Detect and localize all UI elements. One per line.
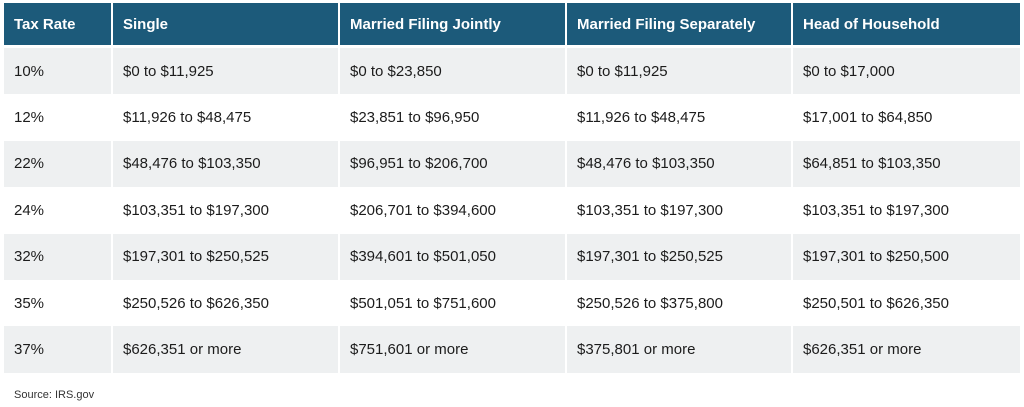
tax-rate-cell: 22% bbox=[4, 140, 111, 188]
tax-bracket-table: Tax Rate Single Married Filing Jointly Marr… bbox=[4, 3, 1020, 373]
source-note: Source: IRS.gov bbox=[14, 389, 95, 401]
tax-rate-cell: 35% bbox=[14, 294, 45, 312]
bracket-cell: $103,351 to $197,300 bbox=[577, 201, 723, 219]
tax-rate-cell: 37% bbox=[4, 326, 111, 373]
bracket-cell: $11,926 to $48,475 bbox=[577, 109, 706, 127]
bracket-cell: $64,851 to $103,350 bbox=[793, 140, 1020, 188]
bracket-cell: $48,476 to $103,350 bbox=[567, 140, 791, 188]
bracket-cell: $375,801 or more bbox=[567, 326, 791, 373]
bracket-cell: $626,351 or more bbox=[113, 326, 338, 373]
bracket-cell: $501,051 to $751,600 bbox=[350, 294, 496, 312]
bracket-cell: $0 to $11,925 bbox=[113, 48, 338, 95]
tax-rate-cell: 32% bbox=[4, 233, 111, 280]
tax-rate-cell: 12% bbox=[14, 109, 45, 127]
column-header: Married Filing Separately bbox=[567, 3, 791, 45]
bracket-cell: $96,951 to $206,700 bbox=[340, 140, 565, 188]
bracket-cell: $751,601 or more bbox=[340, 326, 565, 373]
bracket-cell: $23,851 to $96,950 bbox=[350, 109, 480, 127]
column-header: Head of Household bbox=[793, 3, 1020, 45]
tax-rate-cell: 10% bbox=[4, 48, 111, 95]
bracket-cell: $197,301 to $250,525 bbox=[567, 233, 791, 280]
bracket-cell: $250,501 to $626,350 bbox=[803, 294, 949, 312]
bracket-cell: $11,926 to $48,475 bbox=[123, 109, 252, 127]
bracket-cell: $197,301 to $250,500 bbox=[793, 233, 1020, 280]
bracket-cell: $250,526 to $626,350 bbox=[123, 294, 269, 312]
bracket-cell: $206,701 to $394,600 bbox=[350, 201, 496, 219]
bracket-cell: $0 to $23,850 bbox=[340, 48, 565, 95]
bracket-cell: $626,351 or more bbox=[793, 326, 1020, 373]
bracket-cell: $394,601 to $501,050 bbox=[340, 233, 565, 280]
bracket-cell: $197,301 to $250,525 bbox=[113, 233, 338, 280]
bracket-cell: $103,351 to $197,300 bbox=[803, 201, 949, 219]
bracket-cell: $250,526 to $375,800 bbox=[577, 294, 723, 312]
bracket-cell: $0 to $11,925 bbox=[567, 48, 791, 95]
bracket-cell: $48,476 to $103,350 bbox=[113, 140, 338, 188]
bracket-cell: $17,001 to $64,850 bbox=[803, 109, 933, 127]
column-header: Married Filing Jointly bbox=[340, 3, 565, 45]
bracket-cell: $0 to $17,000 bbox=[793, 48, 1020, 95]
bracket-cell: $103,351 to $197,300 bbox=[123, 201, 269, 219]
column-header: Single bbox=[113, 3, 338, 45]
column-header: Tax Rate bbox=[4, 3, 111, 45]
tax-rate-cell: 24% bbox=[14, 201, 45, 219]
